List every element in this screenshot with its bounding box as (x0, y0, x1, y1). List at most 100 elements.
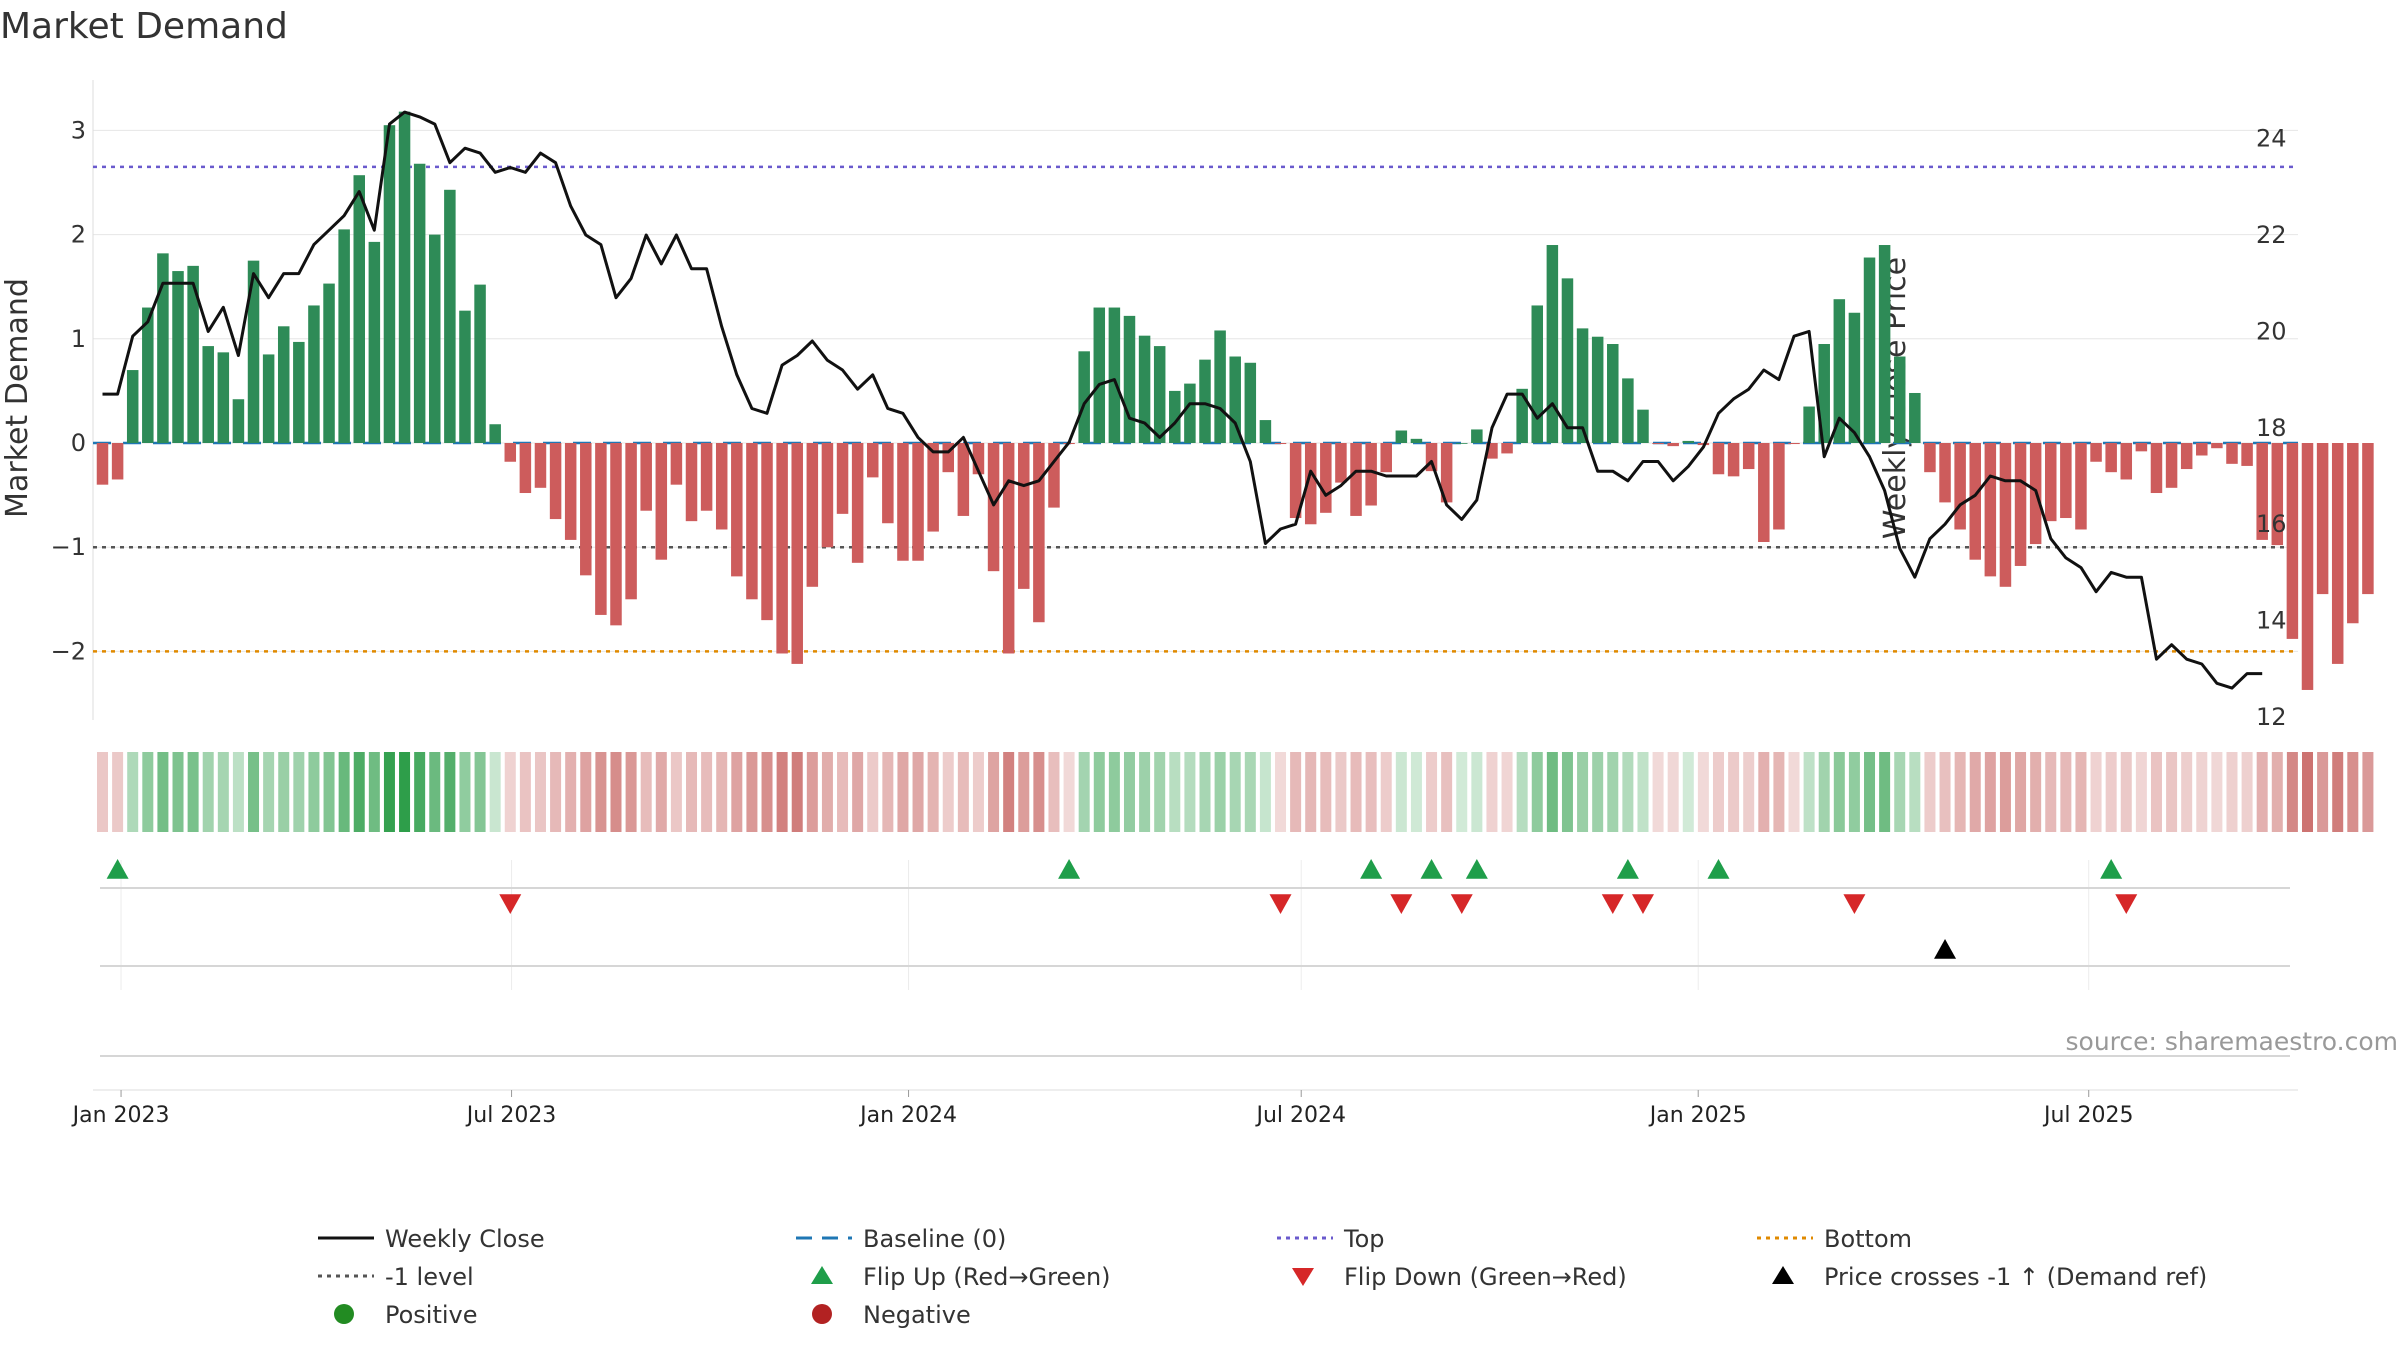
heat-cell (2135, 752, 2147, 832)
legend-label: Bottom (1824, 1225, 1912, 1253)
demand-bar (1199, 359, 1211, 443)
demand-bar (1184, 383, 1196, 443)
heat-cell (1108, 752, 1120, 832)
heat-cell (1093, 752, 1105, 832)
heat-cell (1426, 752, 1438, 832)
demand-bar (761, 443, 773, 621)
heat-cell (1410, 752, 1422, 832)
heat-cell (610, 752, 622, 832)
heat-cell (806, 752, 818, 832)
legend-label: Top (1343, 1225, 1385, 1253)
demand-bar (1909, 392, 1921, 443)
legend: Weekly Close Baseline (0) Top Bottom -1 leve… (318, 1225, 2207, 1329)
demand-bar (866, 443, 879, 478)
x-axis-ticks: Jan 2023 Jul 2023 Jan 2024 Jul 2024 Jan 2025… (71, 1090, 2133, 1128)
heat-cell (1984, 752, 1996, 832)
demand-bar (670, 443, 683, 485)
demand-bar (217, 352, 230, 443)
heat-cell (2302, 752, 2313, 832)
y2-tick-label: 14 (2256, 607, 2287, 635)
demand-bar (700, 443, 713, 511)
heat-cell (655, 752, 667, 832)
heat-cell (1471, 752, 1483, 832)
demand-bar (157, 253, 169, 443)
heat-cell (534, 752, 546, 832)
y-tick-label: 3 (71, 116, 86, 144)
flip-down-marker (1450, 894, 1473, 914)
demand-bar (2090, 443, 2102, 462)
heat-cell (2347, 752, 2359, 832)
demand-bar (912, 443, 924, 561)
demand-bar (459, 310, 471, 443)
demand-bar (1682, 440, 1695, 443)
demand-bar (776, 443, 788, 654)
heat-cell (550, 752, 562, 832)
demand-bar (2180, 443, 2193, 470)
legend-swatch-triangle-up (1772, 1266, 1794, 1284)
heat-cell (2181, 752, 2193, 832)
demand-bar (323, 283, 335, 443)
demand-bar (1380, 443, 1392, 473)
demand-bar (821, 443, 834, 548)
weekly-close-line (102, 110, 2263, 690)
heat-cell (1501, 752, 1513, 832)
demand-bar (202, 346, 214, 443)
demand-bar (262, 354, 275, 443)
demand-bar (2196, 443, 2208, 456)
y-axis-label: Market Demand (0, 278, 35, 518)
legend-item: Positive (334, 1301, 478, 1329)
heat-cell (338, 752, 350, 832)
heat-cell (429, 752, 441, 832)
heat-cell (791, 752, 803, 832)
heat-cell (821, 752, 833, 832)
legend-label: Flip Up (Red→Green) (863, 1263, 1111, 1291)
demand-bar (474, 284, 486, 443)
heat-cell (2332, 752, 2344, 832)
demand-bar (1591, 336, 1604, 443)
price-cross-marker (1934, 939, 1957, 959)
y2-tick-label: 20 (2256, 317, 2287, 345)
heat-cell (489, 752, 501, 832)
heat-cell (2211, 752, 2223, 832)
heat-cell (308, 752, 320, 832)
heat-cell (202, 752, 214, 832)
demand-bar (413, 163, 426, 443)
demand-bar (1229, 356, 1241, 443)
heat-cell (1516, 752, 1528, 832)
demand-bar (1425, 443, 1438, 472)
heat-cell (942, 752, 954, 832)
heat-cell (1063, 752, 1075, 832)
heat-cell (2075, 752, 2087, 832)
demand-bar (1863, 257, 1876, 443)
heat-cell (1395, 752, 1407, 832)
demand-bar (1848, 312, 1861, 443)
heat-cell (580, 752, 592, 832)
demand-bar (2241, 443, 2253, 466)
heat-cell (278, 752, 290, 832)
heat-cell (565, 752, 577, 832)
heat-cell (127, 752, 139, 832)
demand-bar (2014, 443, 2027, 566)
demand-bar (927, 443, 939, 532)
legend-item: Flip Down (Green→Red) (1292, 1263, 1627, 1291)
demand-bar (685, 443, 698, 522)
demand-bar (277, 326, 290, 443)
heat-cell (1018, 752, 1030, 832)
demand-bar (595, 443, 607, 615)
heat-cell (1184, 752, 1196, 832)
heat-cell (852, 752, 864, 832)
heat-cell (263, 752, 275, 832)
heat-cell (701, 752, 713, 832)
heat-cell (837, 752, 849, 832)
heat-cell (1154, 752, 1166, 832)
demand-bar (1048, 443, 1060, 508)
demand-bar (2362, 443, 2374, 595)
demand-bar (2105, 443, 2117, 473)
demand-bar (746, 443, 758, 600)
heat-cell (2105, 752, 2117, 832)
x-tick-label: Jul 2024 (1254, 1103, 1346, 1128)
heat-cell (353, 752, 365, 832)
legend-label: Weekly Close (385, 1225, 545, 1253)
demand-bar (126, 370, 139, 443)
demand-bar (791, 443, 803, 664)
